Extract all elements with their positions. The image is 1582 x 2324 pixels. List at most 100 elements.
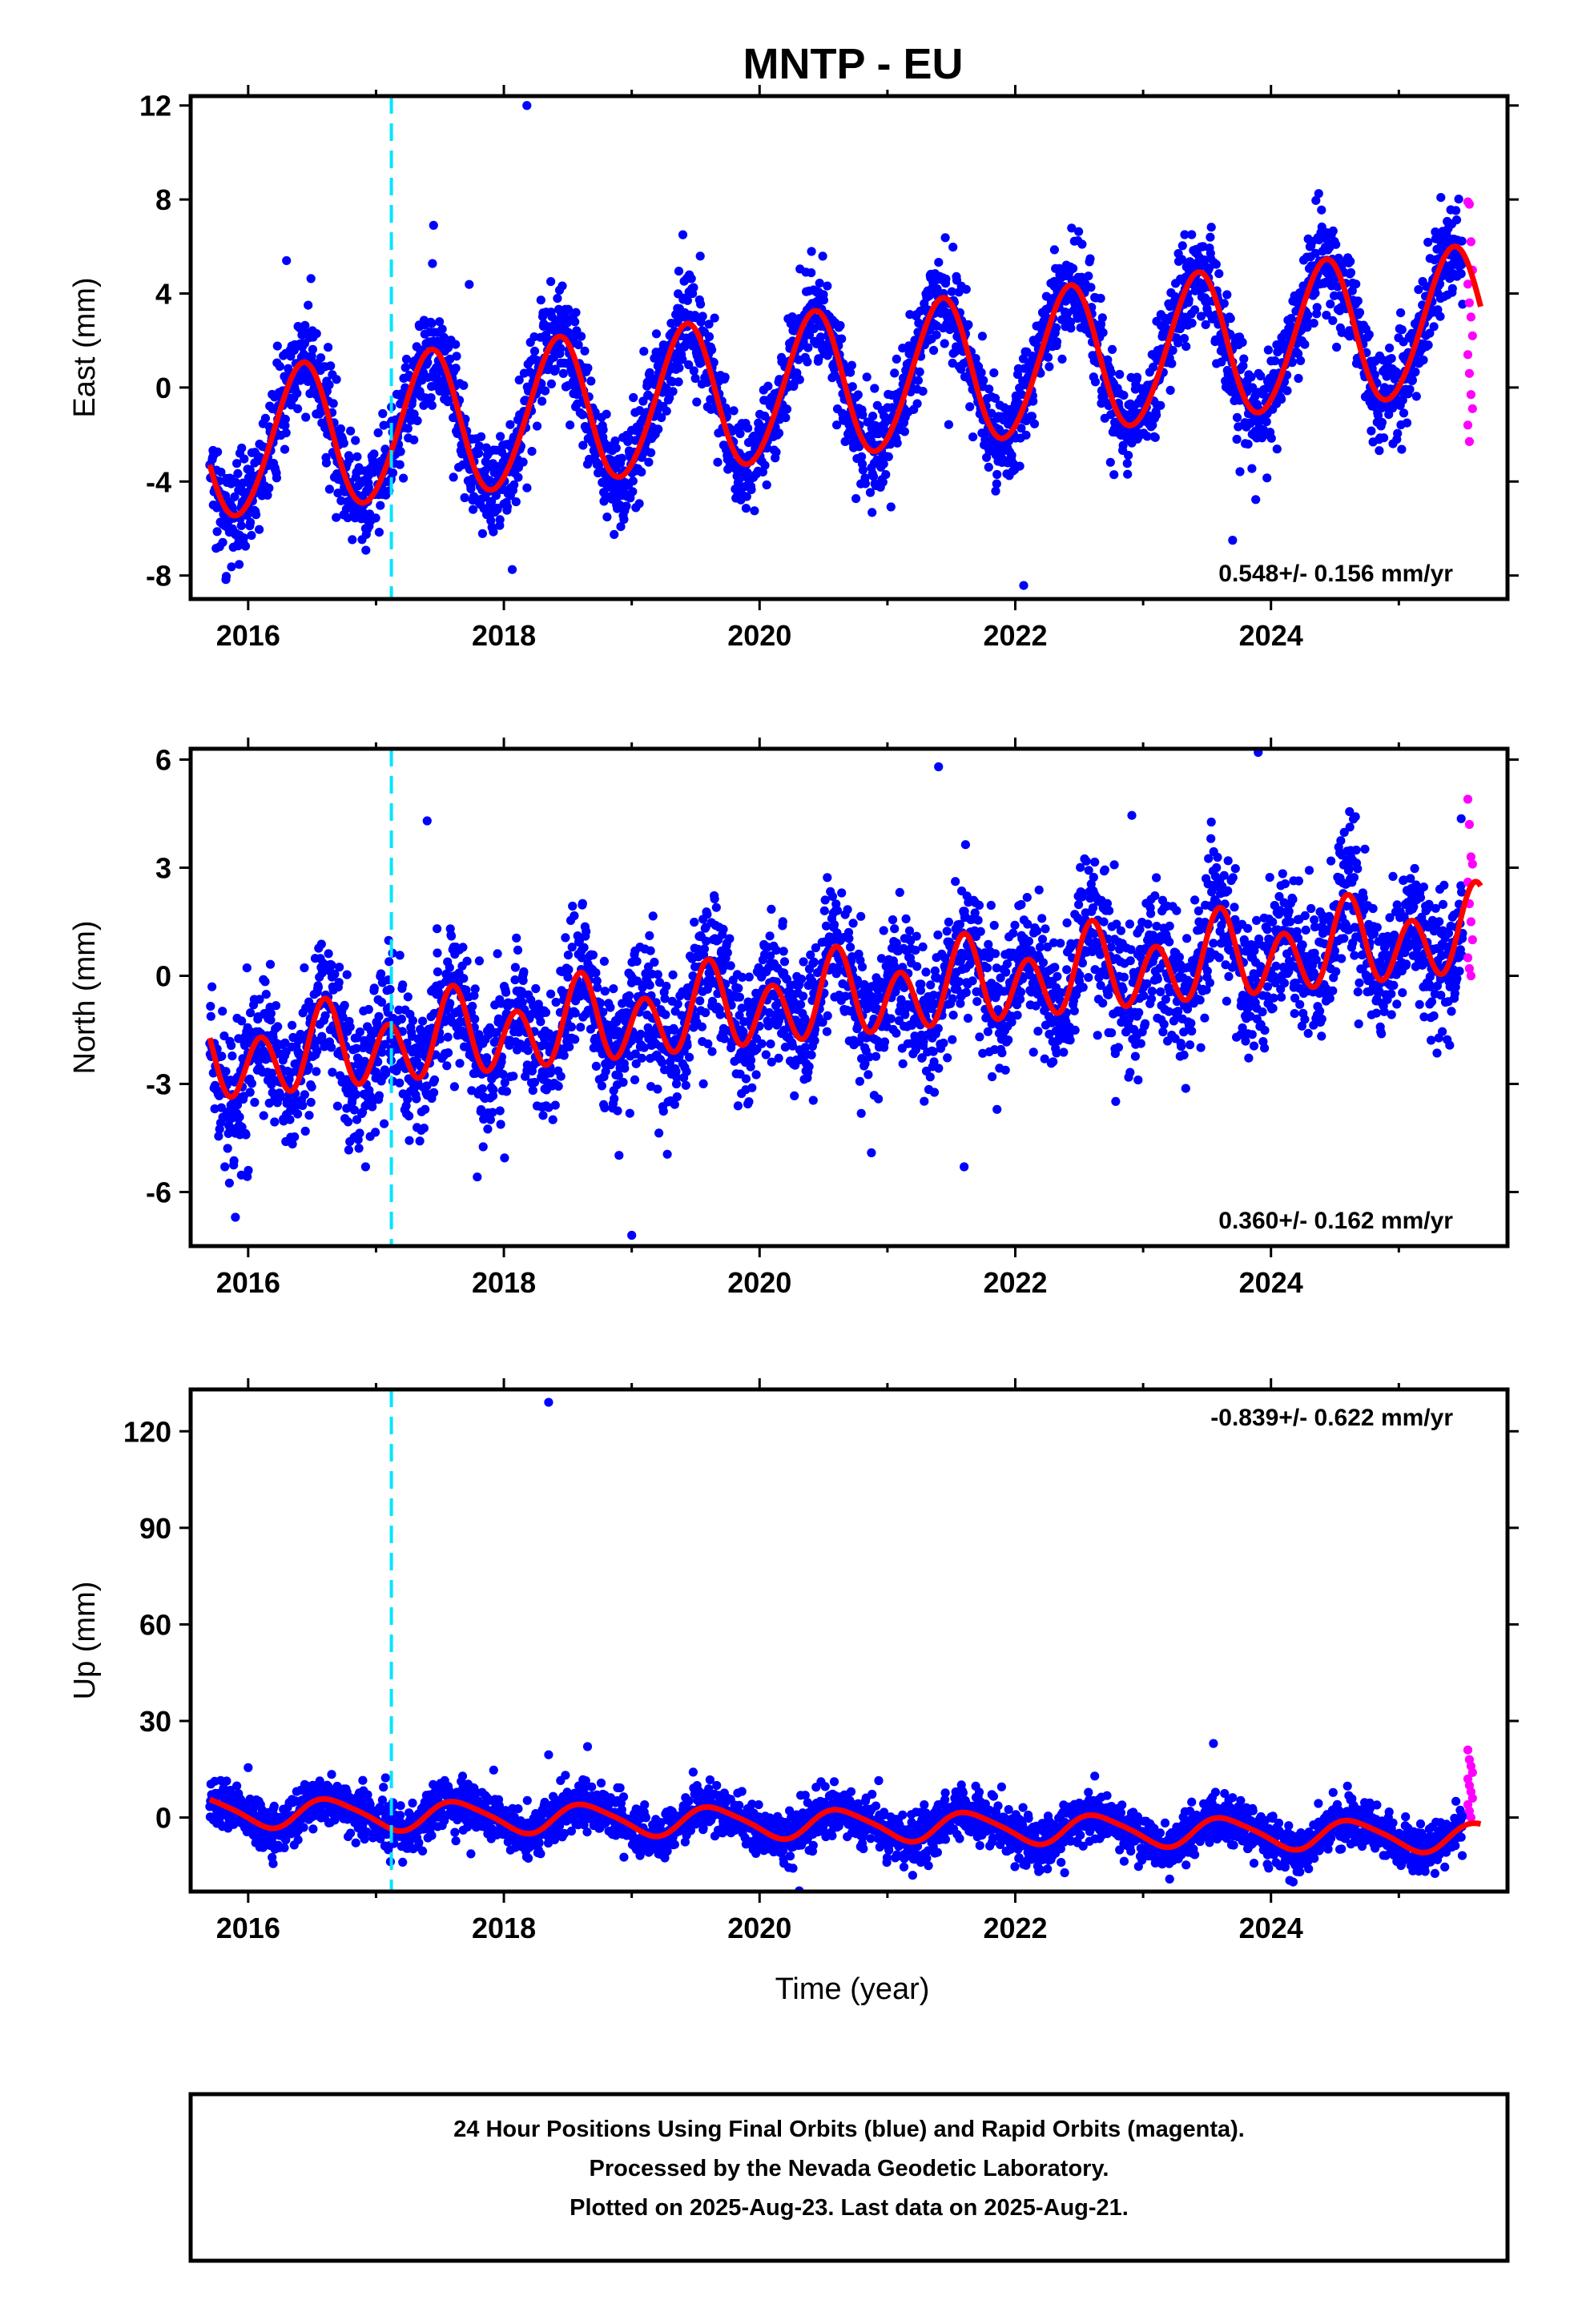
final-orbit-point xyxy=(236,521,246,531)
final-orbit-point xyxy=(271,1001,281,1011)
final-orbit-point xyxy=(624,991,634,1000)
final-orbit-point xyxy=(611,443,621,453)
final-orbit-point xyxy=(500,1153,509,1163)
final-orbit-point xyxy=(395,460,405,469)
final-orbit-point xyxy=(496,432,505,441)
final-orbit-point xyxy=(658,1107,668,1116)
final-orbit-point xyxy=(681,1080,690,1090)
final-orbit-point xyxy=(553,294,562,304)
final-orbit-point xyxy=(517,987,526,996)
final-orbit-point xyxy=(369,449,379,459)
final-orbit-point xyxy=(570,1008,580,1018)
final-orbit-point xyxy=(364,1004,373,1015)
final-orbit-point xyxy=(261,990,271,999)
final-orbit-point xyxy=(631,1059,641,1068)
final-orbit-point xyxy=(324,485,334,494)
final-orbit-point xyxy=(1270,356,1280,366)
final-orbit-point xyxy=(815,332,826,342)
final-orbit-point xyxy=(847,382,857,392)
final-orbit-point xyxy=(632,976,642,986)
final-orbit-point xyxy=(428,259,437,268)
final-orbit-point xyxy=(767,904,776,914)
final-orbit-point xyxy=(1238,361,1248,371)
final-orbit-point xyxy=(306,1097,316,1108)
final-orbit-point xyxy=(1049,245,1059,255)
final-orbit-point xyxy=(206,1011,215,1021)
final-orbit-point xyxy=(1109,470,1119,480)
final-orbit-point xyxy=(645,931,654,940)
final-orbit-point xyxy=(246,517,256,527)
final-orbit-point xyxy=(570,911,579,921)
final-orbit-point xyxy=(324,949,333,959)
final-orbit-point xyxy=(940,339,949,348)
final-orbit-point xyxy=(796,999,806,1009)
final-orbit-point xyxy=(237,443,247,453)
final-orbit-point xyxy=(1052,323,1061,332)
final-orbit-point xyxy=(332,375,341,384)
final-orbit-point xyxy=(427,400,437,410)
final-orbit-point xyxy=(1309,319,1318,328)
final-orbit-point xyxy=(252,510,261,520)
final-orbit-point xyxy=(550,364,560,374)
final-orbit-point xyxy=(690,917,699,927)
final-orbit-point xyxy=(395,1078,405,1088)
final-orbit-point xyxy=(324,343,333,352)
final-orbit-point xyxy=(265,959,276,969)
final-orbit-point xyxy=(1402,418,1412,428)
final-orbit-point xyxy=(800,1043,810,1052)
final-orbit-point xyxy=(1201,320,1210,329)
final-orbit-point xyxy=(626,1036,636,1046)
final-orbit-point xyxy=(406,1076,416,1086)
final-orbit-point xyxy=(246,1008,256,1018)
final-orbit-point xyxy=(324,380,334,390)
final-orbit-point xyxy=(1456,269,1466,279)
final-orbit-point xyxy=(711,903,721,912)
final-orbit-point xyxy=(610,436,620,446)
final-orbit-point xyxy=(1294,373,1303,384)
final-orbit-point xyxy=(1067,223,1077,233)
final-orbit-point xyxy=(1385,344,1395,353)
final-orbit-point xyxy=(940,233,950,243)
final-orbit-point xyxy=(1246,372,1256,382)
final-orbit-point xyxy=(677,1011,686,1020)
final-orbit-point xyxy=(340,1000,349,1010)
final-orbit-point xyxy=(654,424,663,434)
final-orbit-point xyxy=(556,344,566,353)
final-orbit-point xyxy=(699,944,710,954)
final-orbit-point xyxy=(1451,206,1461,215)
final-orbit-point xyxy=(868,412,878,421)
rapid-orbit-point xyxy=(1466,312,1475,322)
final-orbit-point xyxy=(654,978,665,987)
final-orbit-point xyxy=(378,408,388,419)
final-orbit-point xyxy=(293,404,303,413)
final-orbit-point xyxy=(1187,318,1197,328)
final-orbit-point xyxy=(332,1101,342,1111)
final-orbit-point xyxy=(345,1022,355,1031)
final-orbit-point xyxy=(511,497,521,507)
final-orbit-point xyxy=(1097,313,1107,323)
final-orbit-point xyxy=(255,525,264,534)
final-orbit-point xyxy=(280,414,290,424)
final-orbit-point xyxy=(442,1061,452,1071)
final-orbit-point xyxy=(518,975,528,985)
final-orbit-point xyxy=(483,1124,493,1134)
final-orbit-point xyxy=(1447,283,1457,293)
final-orbit-point xyxy=(300,1090,309,1100)
final-orbit-point xyxy=(977,332,987,341)
final-orbit-point xyxy=(723,948,732,958)
final-orbit-point xyxy=(255,995,264,1004)
final-orbit-point xyxy=(635,405,645,416)
final-orbit-point xyxy=(771,448,781,457)
final-orbit-point xyxy=(719,924,728,934)
final-orbit-point xyxy=(502,502,513,512)
final-orbit-point xyxy=(1347,286,1357,296)
final-orbit-point xyxy=(1263,345,1273,355)
final-orbit-point xyxy=(1423,340,1433,350)
final-orbit-point xyxy=(1187,230,1197,239)
final-orbit-point xyxy=(385,984,395,995)
final-orbit-point xyxy=(368,1102,377,1112)
final-orbit-point xyxy=(355,1027,364,1037)
final-orbit-point xyxy=(934,258,944,267)
final-orbit-point xyxy=(600,987,610,996)
